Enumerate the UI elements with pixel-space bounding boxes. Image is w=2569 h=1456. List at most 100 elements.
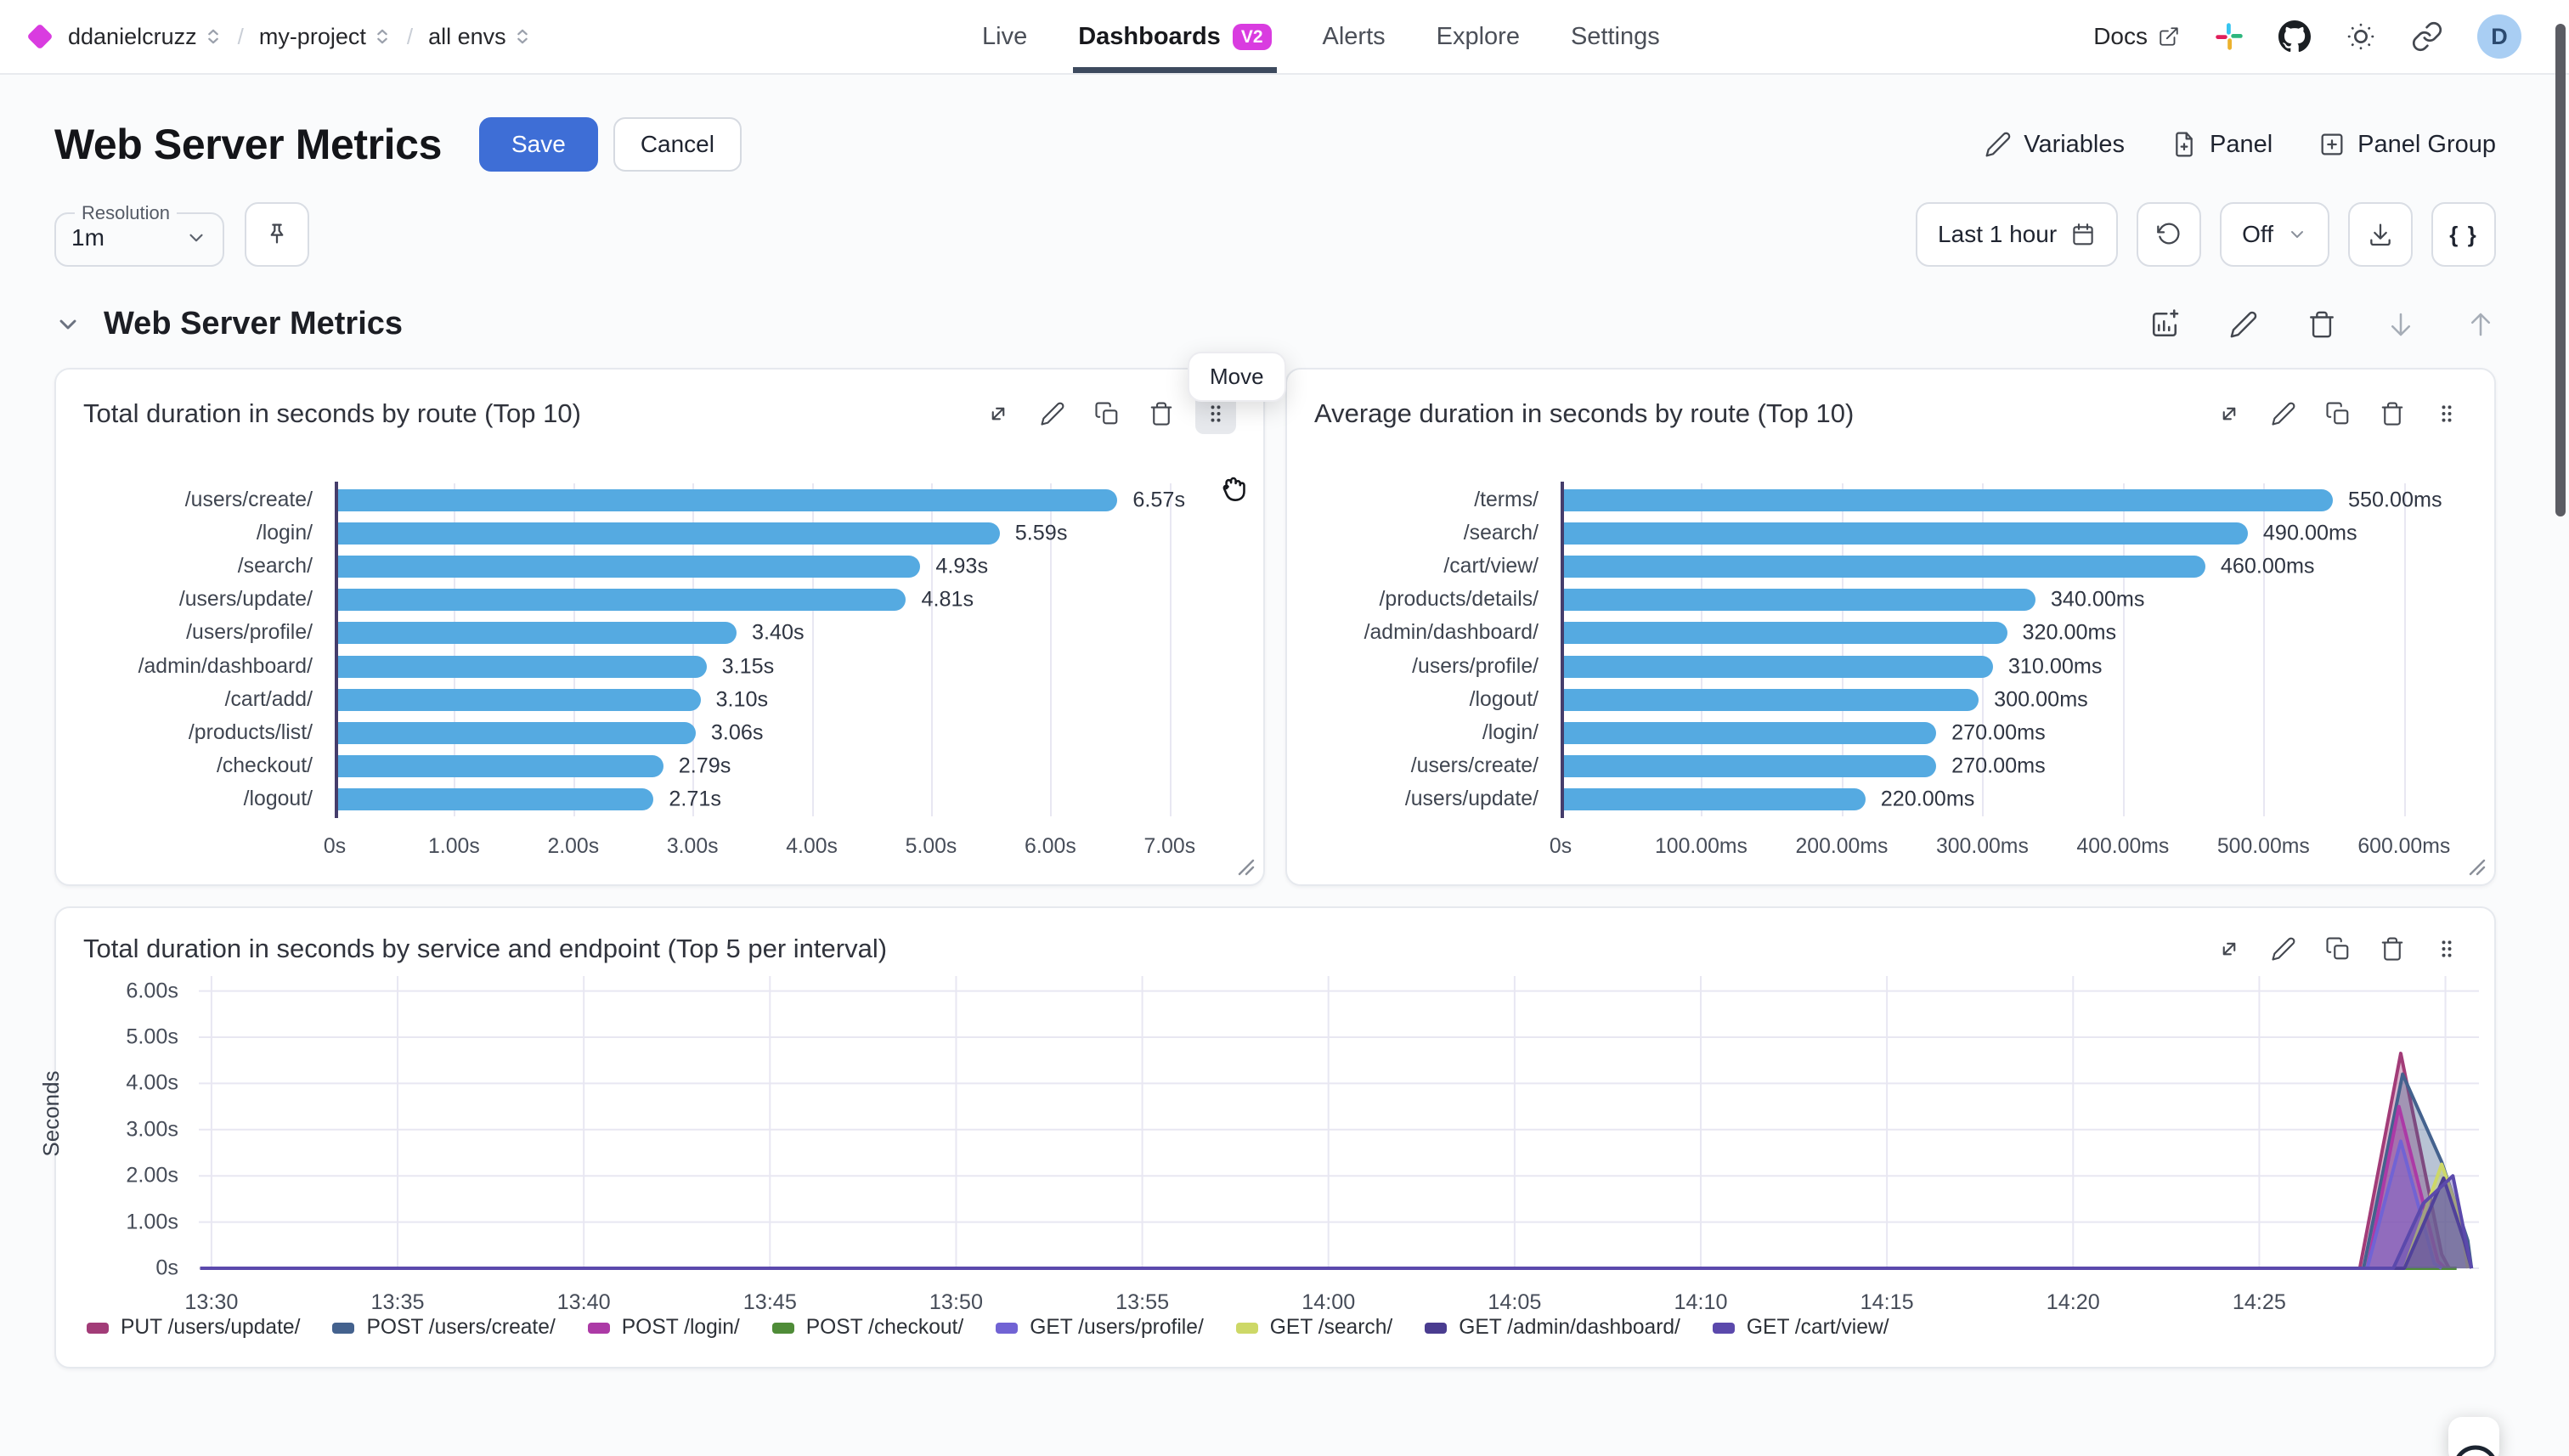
copy-icon[interactable] [1087,393,1127,434]
legend-item[interactable]: PUT /users/update/ [87,1316,300,1340]
breadcrumb-env[interactable]: all envs [428,24,532,50]
breadcrumb-separator: / [406,23,414,49]
bar-category-label: /products/details/ [1379,588,1539,612]
app-logo-diamond[interactable] [26,23,54,50]
x-axis-ticks: 0s 1.00s 2.00s 3.00s 4.00s 5.00s 6.00s 7.00s [324,834,1229,862]
resize-handle-icon[interactable] [2469,859,2486,876]
bar-value-label: 550.00ms [2347,488,2442,512]
copy-icon[interactable] [2318,393,2358,434]
expand-icon[interactable] [978,393,1019,434]
breadcrumb-project[interactable]: my-project [259,24,392,50]
bar[interactable] [1561,755,1937,778]
refresh-button[interactable] [2137,202,2202,267]
legend-item[interactable]: GET /cart/view/ [1712,1316,1889,1340]
legend-item[interactable]: POST /users/create/ [332,1316,556,1340]
gridline [692,483,695,816]
move-up-icon[interactable] [2465,309,2496,340]
bar[interactable] [1561,688,1979,711]
gridline [1050,483,1053,816]
nav-item-live[interactable]: Live [982,22,1028,50]
link-icon[interactable] [2411,20,2443,53]
pencil-icon[interactable] [2263,928,2304,969]
pencil-icon[interactable] [2263,393,2304,434]
nav-item-settings[interactable]: Settings [1570,22,1660,50]
legend-item[interactable]: POST /login/ [587,1316,740,1340]
breadcrumb-org[interactable]: ddanielcruzz [68,24,223,50]
auto-refresh-select[interactable]: Off [2220,202,2329,267]
bar[interactable] [1561,555,2205,578]
x-tick-label: 600.00ms [2357,834,2451,858]
bar[interactable] [335,655,707,678]
expand-icon[interactable] [2209,928,2250,969]
add-chart-icon[interactable] [2149,308,2180,340]
gridline [573,483,575,816]
bar[interactable] [1561,788,1866,811]
trash-icon[interactable] [2372,928,2413,969]
bar[interactable] [335,622,737,645]
bar[interactable] [335,522,1000,545]
download-button[interactable] [2348,202,2413,267]
nav-item-alerts[interactable]: Alerts [1322,22,1386,50]
pencil-icon[interactable] [1032,393,1073,434]
x-tick-label: 0s [323,834,347,858]
add-panel-button[interactable]: Panel [2171,131,2273,159]
drag-handle-icon[interactable] [2426,393,2467,434]
bar-track: 460.00ms [1561,550,2467,583]
trash-icon[interactable] [2307,310,2336,339]
legend-item[interactable]: GET /admin/dashboard/ [1425,1316,1680,1340]
nav-item-explore[interactable]: Explore [1436,22,1520,50]
variables-button[interactable]: Variables [1985,131,2125,159]
expand-icon[interactable] [2209,393,2250,434]
trash-icon[interactable] [1141,393,1182,434]
bar-category-label: /checkout/ [216,754,313,778]
user-avatar[interactable]: D [2477,14,2521,59]
area-plot[interactable] [199,976,2479,1275]
bar[interactable] [1561,655,1993,678]
legend-item[interactable]: POST /checkout/ [771,1316,963,1340]
bar[interactable] [1561,589,2035,612]
x-tick-label: 4.00s [786,834,838,858]
bar[interactable] [335,688,701,711]
bar[interactable] [335,788,654,811]
legend-swatch [996,1322,1019,1334]
pencil-icon[interactable] [2229,310,2258,339]
pin-button[interactable] [245,202,309,267]
help-widget-button[interactable] [2448,1417,2499,1456]
collapse-chevron-icon[interactable] [54,311,82,338]
query-json-button[interactable]: { } [2431,202,2496,267]
brightness-icon[interactable] [2345,20,2377,53]
cancel-button[interactable]: Cancel [613,117,742,172]
bar[interactable] [1561,488,2333,511]
add-panel-group-button[interactable]: Panel Group [2318,131,2496,159]
resolution-select[interactable]: Resolution 1m [54,202,224,267]
save-button[interactable]: Save [478,117,598,172]
bar[interactable] [335,721,696,744]
bar[interactable] [1561,721,1937,744]
drag-handle-icon[interactable] [2426,928,2467,969]
bar-row: /users/update/220.00ms [1314,783,2467,816]
breadcrumb: ddanielcruzz / my-project / all envs [68,24,532,50]
github-icon[interactable] [2278,20,2311,53]
move-down-icon[interactable] [2386,309,2416,340]
x-tick-label: 13:40 [556,1290,611,1314]
legend-item[interactable]: GET /search/ [1235,1316,1392,1340]
trash-icon[interactable] [2372,393,2413,434]
legend-item[interactable]: GET /users/profile/ [996,1316,1204,1340]
bar[interactable] [1561,522,2248,545]
docs-link[interactable]: Docs [2093,23,2180,50]
resize-handle-icon[interactable] [1238,859,1255,876]
bar[interactable] [1561,622,2007,645]
legend-swatch [771,1322,794,1334]
chart-legend: PUT /users/update/POST /users/create/POS… [87,1316,2467,1340]
copy-icon[interactable] [2318,928,2358,969]
time-range-button[interactable]: Last 1 hour [1916,202,2119,267]
slack-icon[interactable] [2214,21,2244,52]
bar-category-label: /users/create/ [184,488,313,511]
bar[interactable] [335,488,1118,511]
bar[interactable] [335,589,906,612]
bar[interactable] [335,555,921,578]
scrollbar-thumb[interactable] [2555,24,2566,516]
nav-item-dashboards[interactable]: Dashboards V2 [1073,0,1276,73]
bar[interactable] [335,755,663,778]
bar-row: /cart/add/3.10s [83,683,1236,716]
